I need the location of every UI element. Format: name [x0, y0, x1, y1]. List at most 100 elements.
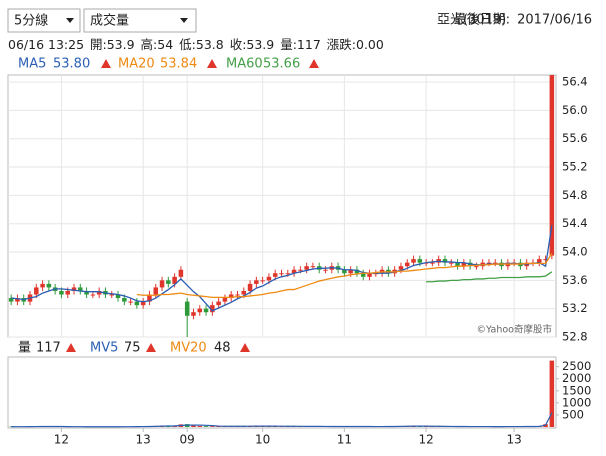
y-tick-label: 500 [562, 407, 584, 421]
quote-item: 開:53.9 [90, 37, 135, 52]
candle-body [178, 269, 184, 277]
candle-body [8, 298, 14, 302]
x-tick-label: 13 [136, 433, 151, 447]
legend-value: 53.84 [160, 57, 197, 72]
candle-body [216, 301, 221, 306]
candle-body [537, 259, 542, 263]
candle-body [411, 259, 416, 263]
quote-item: 低:53.8 [179, 37, 224, 52]
candle-body [430, 262, 435, 264]
y-tick-label: 52.8 [562, 330, 588, 344]
quote-item: 收:53.9 [230, 37, 275, 52]
up-triangle [146, 343, 156, 352]
candle-body [128, 301, 133, 303]
candle-body [442, 259, 448, 263]
x-tick-label: 12 [418, 433, 433, 447]
candle-body [241, 290, 247, 295]
candle-body [109, 294, 115, 296]
y-tick-label: 53.2 [562, 301, 588, 315]
candle-body [360, 273, 366, 277]
last-date: 2017/06/16 [517, 13, 592, 28]
ma-line [426, 271, 553, 283]
candle-body [147, 294, 152, 302]
candle-body [78, 287, 83, 291]
indicator-dropdown[interactable] [83, 8, 197, 33]
candle-body [71, 287, 77, 291]
candle-body [279, 273, 284, 275]
last-date-label: 最後日期: [454, 13, 510, 28]
volume-bar [549, 360, 555, 427]
candle-body [210, 305, 215, 313]
candle-body [323, 269, 328, 271]
candle-body [247, 283, 253, 291]
y-tick-label: 2000 [562, 371, 591, 385]
candle-body [543, 259, 548, 261]
candle-body [222, 298, 228, 302]
dropdown-arrow[interactable] [180, 18, 188, 23]
volume-frame [7, 356, 557, 429]
candle-body [310, 266, 316, 268]
candle-body [159, 280, 165, 288]
candle-body [298, 269, 303, 271]
candle-body [90, 294, 96, 296]
candle-body [404, 262, 410, 267]
candle-body [184, 301, 190, 316]
candle-body [342, 269, 347, 274]
period-dropdown[interactable] [7, 8, 81, 33]
candle-body [197, 308, 203, 313]
candle-body [455, 262, 460, 267]
y-tick-label: 2500 [562, 359, 591, 373]
y-tick-label: 54.0 [562, 245, 588, 259]
candle-body [266, 276, 272, 281]
up-triangle [101, 59, 111, 68]
volume-bar [191, 425, 196, 427]
candle-body [96, 290, 102, 295]
x-tick-label: 12 [54, 433, 69, 447]
candle-body [348, 269, 353, 274]
x-tick-label: 10 [255, 433, 270, 447]
y-tick-label: 55.6 [562, 131, 588, 145]
ma-line [11, 225, 553, 312]
y-tick-label: 53.6 [562, 273, 588, 287]
candle-body [191, 312, 196, 316]
candle-body [84, 290, 89, 295]
legend-name: MV5 [90, 341, 118, 356]
candle-body [448, 262, 454, 264]
candle-body [486, 262, 492, 264]
y-tick-label: 54.8 [562, 188, 588, 202]
up-triangle [240, 343, 250, 352]
candle-body [115, 294, 121, 299]
x-tick-label: 09 [180, 433, 195, 447]
candle-body [59, 290, 64, 295]
y-tick-label: 56.0 [562, 103, 588, 117]
quote-item: 漲跌:0.00 [327, 37, 384, 52]
candle-body [304, 266, 309, 270]
volume-bar [216, 426, 221, 427]
candle-body [398, 266, 404, 270]
volume-bar [203, 426, 209, 427]
legend-name: MA20 [118, 57, 155, 72]
price-frame [7, 74, 557, 338]
candle-body [46, 283, 52, 288]
candle-body [15, 298, 20, 302]
legend-value: 53.80 [53, 57, 90, 72]
quote-time: 06/16 13:25 [8, 37, 84, 52]
indicator-select-text[interactable]: 成交量 [90, 13, 129, 29]
candle-body [235, 294, 240, 296]
y-tick-label: 54.4 [562, 216, 588, 230]
candle-body [122, 298, 127, 302]
candle-body [228, 294, 234, 299]
y-tick-label: 55.2 [562, 160, 588, 174]
y-tick-label: 1500 [562, 383, 591, 397]
stock-name: 亞光(3019) [437, 13, 506, 28]
legend-name: 量 [18, 341, 31, 356]
candle-body [461, 262, 467, 267]
up-triangle [207, 59, 217, 68]
candle-body [140, 301, 146, 306]
period-select-text[interactable]: 5分線 [14, 13, 48, 29]
x-tick-label: 11 [337, 433, 352, 447]
candle-body [260, 280, 265, 282]
candle-body [254, 280, 259, 284]
legend-name: MA5 [18, 57, 46, 72]
dropdown-arrow[interactable] [66, 18, 74, 23]
